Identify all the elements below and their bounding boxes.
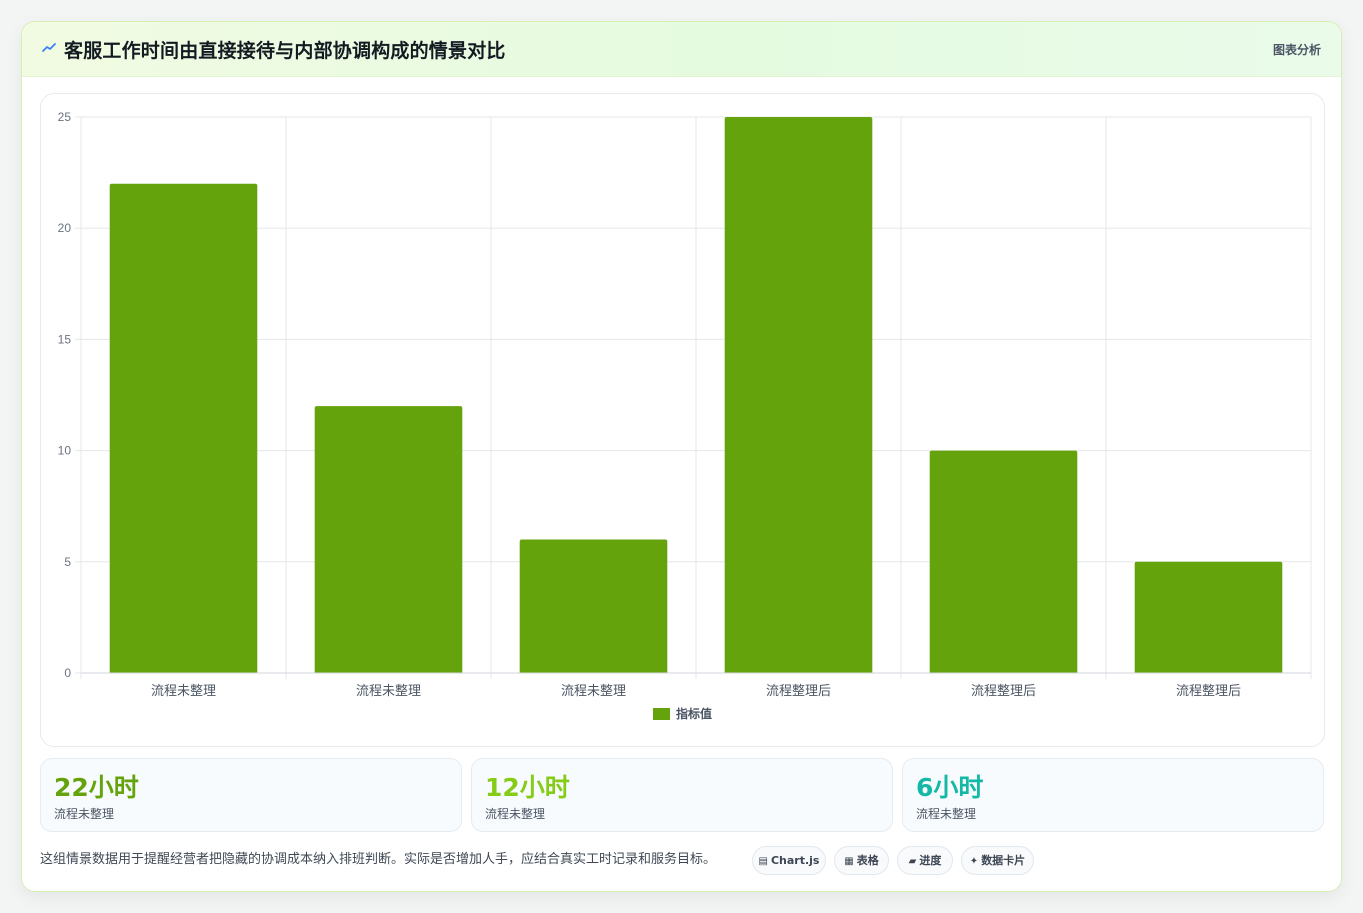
card-header: 客服工作时间由直接接待与内部协调构成的情景对比 图表分析 [22,22,1341,77]
bar [1134,561,1283,673]
y-tick-label: 20 [58,221,72,235]
stat-cards: 22小时 流程未整理 12小时 流程未整理 6小时 流程未整理 [40,758,1325,832]
chip-label: Chart.js [770,854,820,867]
sparkle-icon: ✦ [969,856,979,867]
x-tick-label: 流程未整理 [356,683,421,698]
table-icon: ▦ [844,856,854,867]
stat-label: 流程未整理 [54,807,115,821]
bar [929,450,1078,673]
y-tick-label: 15 [58,332,72,346]
bar [314,406,463,673]
x-tick-label: 流程整理后 [1176,683,1241,698]
chip-data-card[interactable]: ✦ 数据卡片 [961,846,1034,875]
x-tick-label: 流程未整理 [151,683,216,698]
bar-chart: 0 5 10 15 20 25 流程未整理 流程未整理 流程未整理 流程整理后 流程整理后 流程整理后… [58,110,1312,721]
x-tick-label: 流程整理后 [971,683,1036,698]
x-tick-label: 流程整理后 [766,683,831,698]
stat-card: 12小时 流程未整理 [471,758,893,832]
y-tick-label: 0 [64,666,71,680]
stat-value: 6小时 [916,773,984,802]
y-tick-label: 25 [58,110,72,124]
footer-note: 这组情景数据用于提醒经营者把隐藏的协调成本纳入排班判断。实际是否增加人手，应结合… [40,852,717,867]
bar [109,183,258,673]
chip-label: 表格 [856,854,879,867]
progress-icon: ▰ [908,856,917,867]
stat-value: 12小时 [485,773,570,802]
chip-label: 数据卡片 [981,854,1026,867]
stat-label: 流程未整理 [916,807,977,821]
stat-card: 22小时 流程未整理 [40,758,462,832]
stat-card: 6小时 流程未整理 [902,758,1324,832]
chart-panel: 0 5 10 15 20 25 流程未整理 流程未整理 流程未整理 流程整理后 流程整理后 流程整理后… [40,93,1325,747]
page-title: 客服工作时间由直接接待与内部协调构成的情景对比 [64,40,506,62]
y-tick-label: 10 [58,444,72,458]
chip-chartjs[interactable]: ▤ Chart.js [752,846,826,875]
trend-line-icon [42,43,56,52]
bar [519,539,668,673]
chip-label: 进度 [919,854,942,867]
bar [724,117,873,673]
chart-card: 客服工作时间由直接接待与内部协调构成的情景对比 图表分析 0 5 10 15 20 25 流… [21,21,1342,892]
stat-label: 流程未整理 [485,807,546,821]
chip-progress[interactable]: ▰ 进度 [897,846,953,875]
chip-table[interactable]: ▦ 表格 [834,846,889,875]
chart-icon: ▤ [758,856,768,867]
x-tick-label: 流程未整理 [561,683,626,698]
legend-swatch [653,708,670,720]
legend-label: 指标值 [676,706,712,721]
chart-analysis-tag: 图表分析 [1272,43,1321,57]
y-tick-label: 5 [64,555,71,569]
stat-value: 22小时 [54,773,139,802]
